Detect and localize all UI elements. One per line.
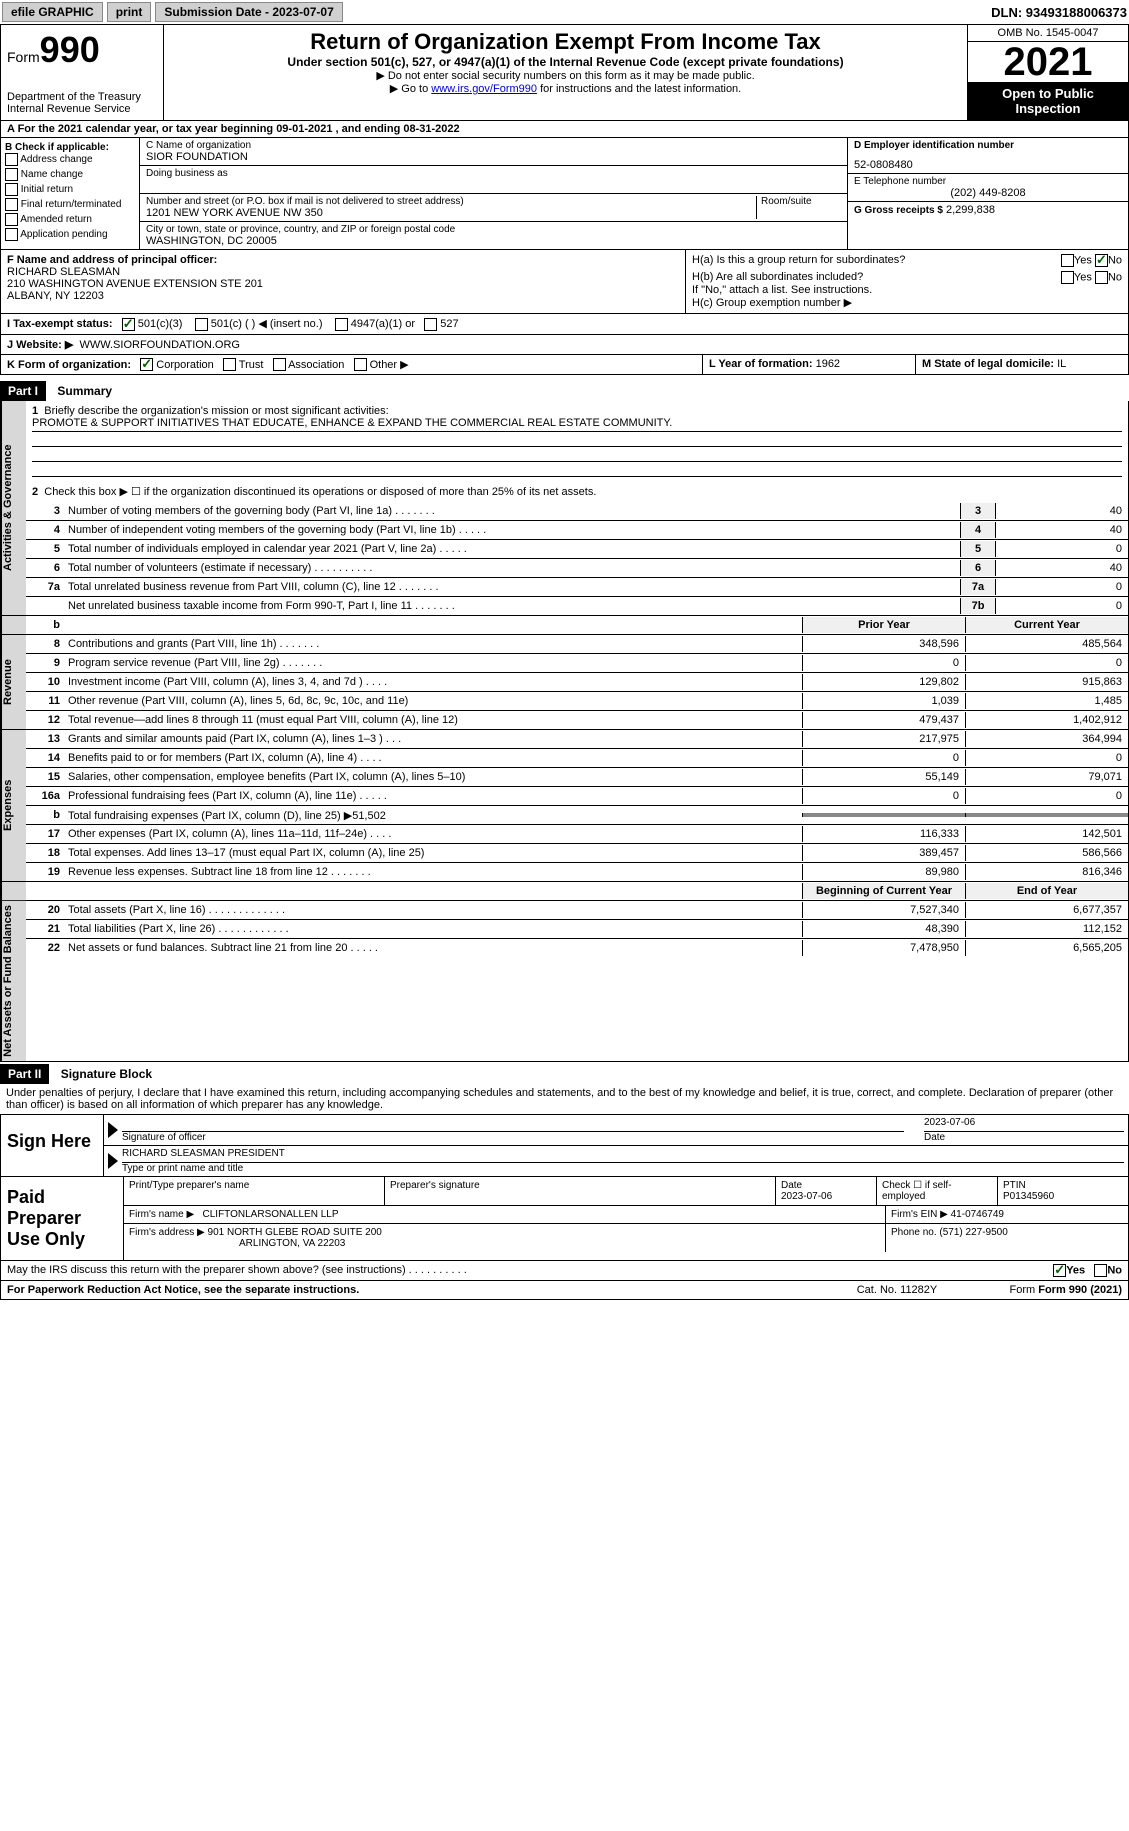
d-gross-lbl: G Gross receipts $	[854, 205, 943, 216]
col-current: Current Year	[965, 617, 1128, 633]
b-label: B Check if applicable:	[5, 142, 135, 153]
col-prior: Prior Year	[802, 617, 965, 633]
f-addr2: ALBANY, NY 12203	[7, 290, 679, 302]
prep-lbl: Paid Preparer Use Only	[1, 1177, 124, 1260]
date-lbl: Date	[924, 1132, 1124, 1143]
c-addr-lbl: Number and street (or P.O. box if mail i…	[146, 196, 756, 207]
c-name: SIOR FOUNDATION	[146, 151, 841, 163]
d-tel: (202) 449-8208	[854, 187, 1122, 199]
ha: H(a) Is this a group return for subordin…	[692, 254, 905, 267]
l1-lbl: Briefly describe the organization's miss…	[44, 405, 388, 417]
f-addr1: 210 WASHINGTON AVENUE EXTENSION STE 201	[7, 278, 679, 290]
hint-link[interactable]: www.irs.gov/Form990	[431, 83, 537, 95]
firm-lbl: Firm's name ▶	[129, 1209, 194, 1220]
hint2: ▶ Go to www.irs.gov/Form990 for instruct…	[170, 82, 961, 95]
d-ein-lbl: D Employer identification number	[854, 140, 1122, 151]
form-foot: Form Form 990 (2021)	[972, 1284, 1122, 1296]
d-tel-lbl: E Telephone number	[854, 176, 1122, 187]
ptin: P01345960	[1003, 1191, 1123, 1202]
hb-note: If "No," attach a list. See instructions…	[692, 284, 1122, 296]
row-i: I Tax-exempt status: 501(c)(3) 501(c) ( …	[7, 317, 1122, 331]
penalties: Under penalties of perjury, I declare th…	[0, 1084, 1129, 1114]
pname-lbl: Print/Type preparer's name	[124, 1177, 385, 1205]
part1-hdr: Part I	[0, 381, 46, 401]
c-addr: 1201 NEW YORK AVENUE NW 350	[146, 207, 756, 219]
b-opt[interactable]: Application pending	[5, 228, 135, 241]
hc: H(c) Group exemption number ▶	[692, 296, 1122, 309]
psig-lbl: Preparer's signature	[385, 1177, 776, 1205]
sign-here: Sign Here	[1, 1115, 104, 1176]
faddr2: ARLINGTON, VA 22203	[129, 1238, 880, 1249]
col-begin: Beginning of Current Year	[802, 883, 965, 899]
d-gross: 2,299,838	[946, 204, 995, 216]
row-j: J Website: ▶ WWW.SIORFOUNDATION.ORG	[0, 335, 1129, 355]
row-k-main: K Form of organization: Corporation Trus…	[1, 355, 702, 375]
col-end: End of Year	[965, 883, 1128, 899]
form-label: Form990	[7, 29, 157, 71]
dln: DLN: 93493188006373	[991, 5, 1127, 20]
fein-lbl: Firm's EIN ▶	[891, 1209, 948, 1220]
subtitle: Under section 501(c), 527, or 4947(a)(1)…	[170, 55, 961, 69]
c-name-lbl: C Name of organization	[146, 140, 841, 151]
hint1: ▶ Do not enter social security numbers o…	[170, 69, 961, 82]
vtab-rev: Revenue	[1, 635, 26, 729]
c-dba-lbl: Doing business as	[146, 168, 841, 179]
arrow-icon	[108, 1122, 118, 1138]
fein: 41-0746749	[951, 1209, 1004, 1220]
fphone-lbl: Phone no.	[891, 1227, 937, 1238]
vtab-gov: Activities & Governance	[1, 401, 26, 615]
pdate-lbl: Date	[781, 1180, 871, 1191]
row-a: A For the 2021 calendar year, or tax yea…	[0, 121, 1129, 138]
year: 2021	[968, 42, 1128, 82]
ptin-lbl: PTIN	[1003, 1180, 1123, 1191]
efile-btn[interactable]: efile GRAPHIC	[2, 2, 103, 22]
fphone: (571) 227-9500	[939, 1227, 1007, 1238]
faddr1: 901 NORTH GLEBE ROAD SUITE 200	[208, 1227, 382, 1238]
part2-hdr: Part II	[0, 1064, 49, 1084]
f-lbl: F Name and address of principal officer:	[7, 254, 679, 266]
paperwork: For Paperwork Reduction Act Notice, see …	[7, 1284, 359, 1296]
b-opt[interactable]: Name change	[5, 168, 135, 181]
d-ein: 52-0808480	[854, 159, 1122, 171]
l2: 2 Check this box ▶ ☐ if the organization…	[26, 481, 1128, 502]
b-opt[interactable]: Initial return	[5, 183, 135, 196]
c-city: WASHINGTON, DC 20005	[146, 235, 841, 247]
open: Open to Public Inspection	[968, 82, 1128, 120]
hb: H(b) Are all subordinates included?	[692, 271, 863, 284]
b-opt[interactable]: Amended return	[5, 213, 135, 226]
submission-btn: Submission Date - 2023-07-07	[155, 2, 342, 22]
cat: Cat. No. 11282Y	[822, 1284, 972, 1296]
sign-name: RICHARD SLEASMAN PRESIDENT	[122, 1148, 1124, 1163]
row-m: M State of legal domicile: IL	[915, 355, 1128, 375]
faddr-lbl: Firm's address ▶	[129, 1227, 205, 1238]
irs: Internal Revenue Service	[7, 103, 157, 115]
c-city-lbl: City or town, state or province, country…	[146, 224, 841, 235]
name-lbl: Type or print name and title	[122, 1163, 1124, 1174]
b-opt[interactable]: Address change	[5, 153, 135, 166]
print-btn[interactable]: print	[107, 2, 152, 22]
footer-q: May the IRS discuss this return with the…	[7, 1264, 1053, 1277]
sig-lbl: Signature of officer	[122, 1132, 904, 1143]
vtab-exp: Expenses	[1, 730, 26, 881]
arrow-icon	[108, 1153, 118, 1169]
part1-title: Summary	[49, 381, 120, 401]
f-name: RICHARD SLEASMAN	[7, 266, 679, 278]
vtab-net: Net Assets or Fund Balances	[1, 901, 26, 1061]
dept: Department of the Treasury	[7, 91, 157, 103]
b-opt[interactable]: Final return/terminated	[5, 198, 135, 211]
pdate: 2023-07-06	[781, 1191, 871, 1202]
part2-title: Signature Block	[53, 1064, 160, 1084]
l1-val: PROMOTE & SUPPORT INITIATIVES THAT EDUCA…	[32, 417, 1122, 432]
sign-date: 2023-07-06	[924, 1117, 1124, 1132]
row-l: L Year of formation: 1962	[702, 355, 915, 375]
c-room-lbl: Room/suite	[761, 196, 841, 207]
firm: CLIFTONLARSONALLEN LLP	[203, 1209, 339, 1220]
title: Return of Organization Exempt From Incom…	[170, 29, 961, 55]
pcheck: Check ☐ if self-employed	[877, 1177, 998, 1205]
